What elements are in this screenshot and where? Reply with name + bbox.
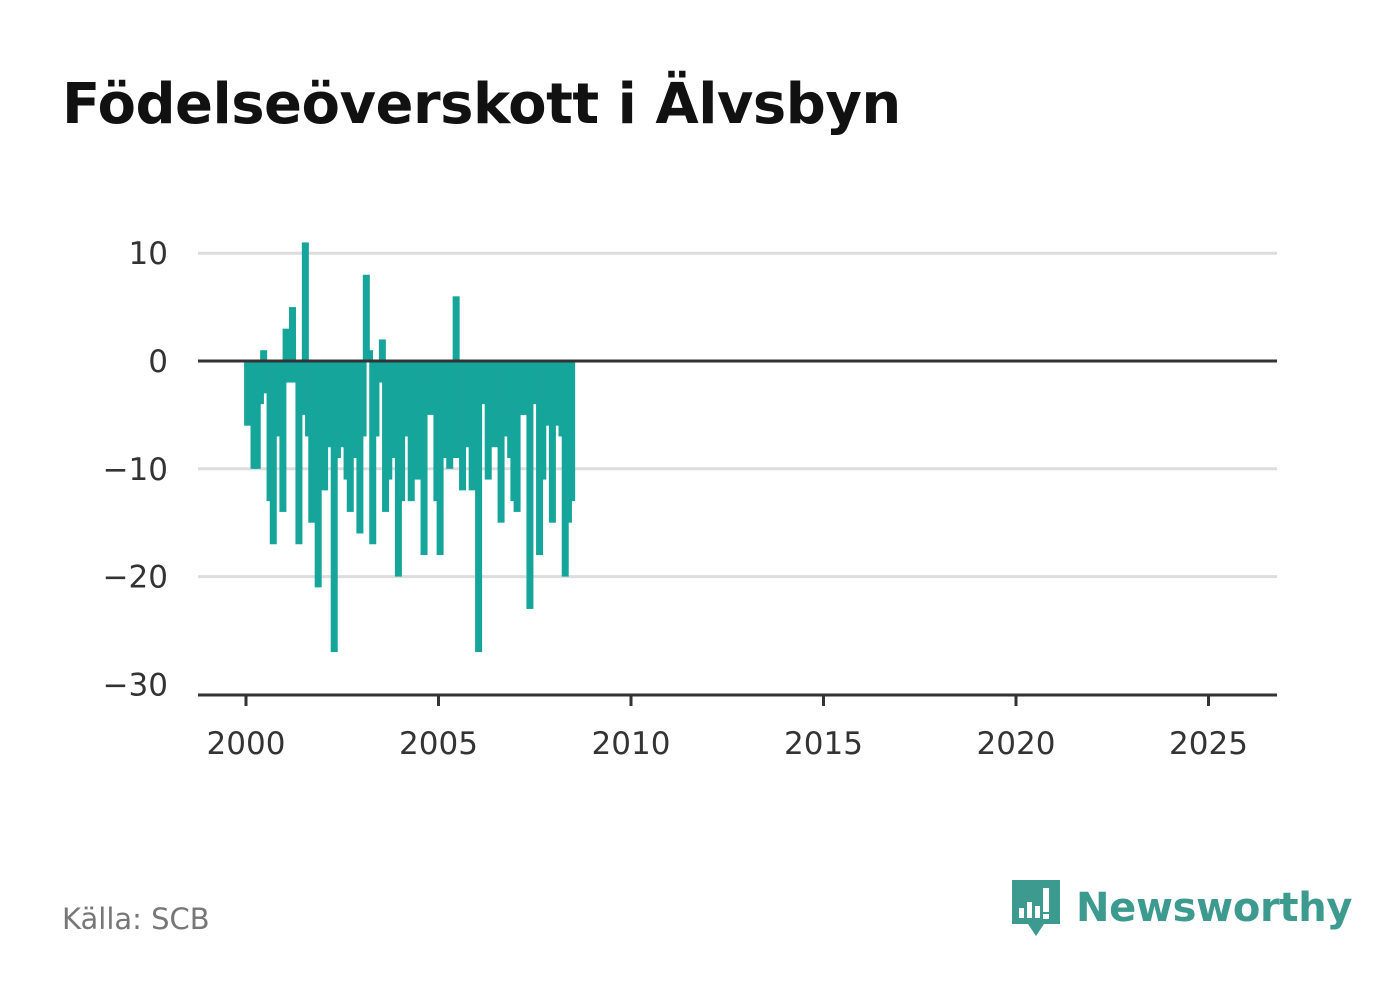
newsworthy-logo-icon xyxy=(1012,880,1060,936)
bar xyxy=(372,361,380,437)
x-tick-label: 2005 xyxy=(399,726,478,762)
y-tick-label: −30 xyxy=(103,667,168,703)
bar xyxy=(362,274,370,361)
bar xyxy=(529,361,537,405)
x-tick-label: 2020 xyxy=(977,726,1056,762)
bar xyxy=(452,296,460,361)
bar xyxy=(359,361,367,437)
y-axis-ticks: 10 0 −10 −20 −30 xyxy=(103,236,168,703)
bar xyxy=(568,361,576,502)
bar xyxy=(279,361,287,512)
bar xyxy=(260,350,268,361)
x-tick-label: 2000 xyxy=(207,726,286,762)
bar xyxy=(253,361,261,469)
bar xyxy=(366,350,374,361)
bar xyxy=(414,361,422,480)
bar xyxy=(256,361,264,405)
bar xyxy=(475,361,483,653)
bar xyxy=(301,242,309,361)
brand-logo: Newsworthy xyxy=(1010,878,1353,938)
bar xyxy=(520,361,528,415)
source-note: Källa: SCB xyxy=(62,902,210,936)
x-axis: 2000 2005 2010 2015 2020 2025 xyxy=(198,693,1277,762)
brand-name: Newsworthy xyxy=(1076,885,1353,931)
x-tick-label: 2010 xyxy=(592,726,671,762)
bar xyxy=(298,361,306,415)
bar xyxy=(349,361,357,459)
bar xyxy=(484,361,492,480)
bar xyxy=(378,339,386,361)
bar xyxy=(526,361,534,609)
bar xyxy=(478,361,486,405)
bar xyxy=(497,361,505,523)
bar xyxy=(548,361,556,523)
bar xyxy=(295,361,303,545)
y-tick-label: 0 xyxy=(148,344,168,380)
bar xyxy=(289,307,297,361)
bar xyxy=(282,328,290,361)
bar xyxy=(314,361,322,588)
bar xyxy=(385,361,393,480)
y-tick-label: 10 xyxy=(129,236,168,272)
bar xyxy=(375,361,383,383)
x-tick-label: 2015 xyxy=(784,726,863,762)
bar xyxy=(330,361,338,653)
bar xyxy=(449,361,457,459)
bar xyxy=(513,361,521,512)
x-tick-label: 2025 xyxy=(1169,726,1248,762)
bar xyxy=(269,361,277,545)
chart-title: Födelseöverskott i Älvsbyn xyxy=(62,72,901,137)
bar xyxy=(369,361,377,545)
bar xyxy=(439,361,447,459)
bar xyxy=(356,361,364,534)
bar xyxy=(491,361,499,448)
bars xyxy=(244,242,576,653)
bar xyxy=(272,361,280,437)
y-tick-label: −20 xyxy=(103,560,168,596)
grid-lines xyxy=(198,251,1277,579)
bar xyxy=(420,361,428,556)
bar xyxy=(285,361,293,383)
y-tick-label: −10 xyxy=(103,452,168,488)
